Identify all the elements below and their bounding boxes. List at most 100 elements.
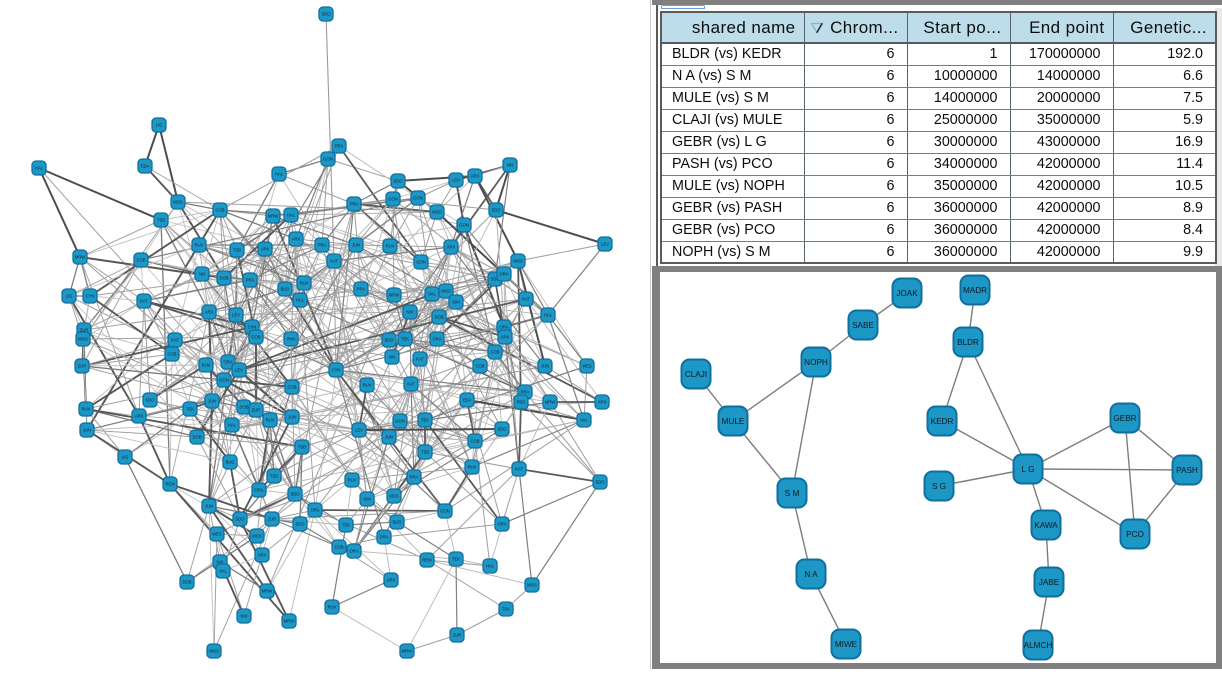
svg-text:NN: NN bbox=[199, 272, 205, 277]
svg-text:LEV: LEV bbox=[235, 368, 243, 373]
svg-text:MOS: MOS bbox=[209, 649, 219, 654]
svg-text:MOS: MOS bbox=[389, 494, 399, 499]
svg-text:SIM: SIM bbox=[452, 300, 460, 305]
svg-text:HAL: HAL bbox=[275, 172, 284, 177]
svg-text:JUN: JUN bbox=[541, 364, 549, 369]
svg-text:PCO: PCO bbox=[1126, 530, 1144, 539]
svg-text:NIX: NIX bbox=[241, 614, 248, 619]
svg-text:ZUR: ZUR bbox=[453, 633, 462, 638]
svg-text:SDO: SDO bbox=[497, 427, 507, 432]
svg-text:PASH: PASH bbox=[1176, 466, 1198, 475]
svg-text:KAWA: KAWA bbox=[1034, 521, 1058, 530]
svg-text:N A: N A bbox=[804, 570, 818, 579]
svg-text:WES: WES bbox=[582, 364, 592, 369]
svg-text:MOS: MOS bbox=[173, 200, 183, 205]
svg-text:COB: COB bbox=[334, 545, 343, 550]
svg-text:JOAK: JOAK bbox=[896, 289, 918, 298]
svg-text:VAL: VAL bbox=[428, 292, 436, 297]
svg-text:SDO: SDO bbox=[595, 480, 605, 485]
svg-text:VAL: VAL bbox=[580, 418, 588, 423]
svg-text:COB: COB bbox=[475, 364, 484, 369]
svg-text:MRW: MRW bbox=[268, 214, 278, 219]
svg-text:ARX: ARX bbox=[261, 247, 270, 252]
svg-text:KAT: KAT bbox=[416, 357, 424, 362]
svg-text:KAT: KAT bbox=[330, 259, 338, 264]
svg-text:DOB: DOB bbox=[434, 315, 443, 320]
svg-text:PRA: PRA bbox=[335, 144, 344, 149]
svg-text:JUN: JUN bbox=[205, 504, 213, 509]
svg-text:LEV: LEV bbox=[355, 428, 363, 433]
svg-text:MADR: MADR bbox=[963, 286, 987, 295]
svg-text:RUV: RUV bbox=[363, 383, 372, 388]
svg-text:MRW: MRW bbox=[402, 649, 412, 654]
svg-text:COB: COB bbox=[490, 350, 499, 355]
svg-text:ZUR: ZUR bbox=[80, 328, 89, 333]
svg-text:LEV: LEV bbox=[601, 242, 609, 247]
svg-text:COB: COB bbox=[470, 439, 479, 444]
svg-text:GON: GON bbox=[416, 260, 426, 265]
svg-text:MOS: MOS bbox=[432, 210, 442, 215]
svg-text:MOS: MOS bbox=[252, 534, 262, 539]
svg-text:BUD: BUD bbox=[385, 338, 394, 343]
svg-text:RUV: RUV bbox=[82, 407, 91, 412]
svg-text:PRA: PRA bbox=[350, 202, 359, 207]
svg-text:SDO: SDO bbox=[235, 517, 245, 522]
svg-text:MIWE: MIWE bbox=[835, 640, 858, 649]
svg-text:LIG: LIG bbox=[66, 294, 73, 299]
svg-text:JABE: JABE bbox=[1039, 578, 1060, 587]
svg-text:TEK: TEK bbox=[502, 607, 510, 612]
svg-text:TEK: TEK bbox=[401, 337, 409, 342]
svg-text:PBG: PBG bbox=[517, 400, 526, 405]
svg-text:HAL: HAL bbox=[296, 298, 305, 303]
svg-text:EDA: EDA bbox=[141, 164, 150, 169]
svg-text:KAT: KAT bbox=[522, 297, 530, 302]
svg-text:GON: GON bbox=[219, 378, 229, 383]
svg-text:KLM: KLM bbox=[202, 363, 211, 368]
svg-text:MOS: MOS bbox=[527, 583, 537, 588]
svg-text:SDO: SDO bbox=[145, 398, 155, 403]
svg-text:WES: WES bbox=[212, 532, 222, 537]
svg-text:ALMCH: ALMCH bbox=[1024, 641, 1053, 650]
svg-text:PRA: PRA bbox=[410, 475, 419, 480]
svg-text:ZUR: ZUR bbox=[252, 408, 261, 413]
svg-text:MRW: MRW bbox=[284, 619, 294, 624]
svg-text:LIG: LIG bbox=[122, 455, 129, 460]
svg-text:COB: COB bbox=[167, 352, 176, 357]
svg-text:CYN: CYN bbox=[86, 294, 95, 299]
svg-text:MOS: MOS bbox=[513, 259, 523, 264]
svg-text:SDO: SDO bbox=[491, 208, 501, 213]
svg-text:TSB: TSB bbox=[421, 450, 429, 455]
svg-text:ORA: ORA bbox=[499, 325, 508, 330]
svg-text:RUV: RUV bbox=[300, 281, 309, 286]
svg-text:RUV: RUV bbox=[348, 478, 357, 483]
svg-text:BUD: BUD bbox=[393, 520, 402, 525]
svg-text:COB: COB bbox=[287, 385, 296, 390]
svg-text:ZUR: ZUR bbox=[268, 517, 277, 522]
svg-text:ORA: ORA bbox=[223, 360, 232, 365]
svg-text:COB: COB bbox=[251, 335, 260, 340]
svg-text:BLDR: BLDR bbox=[957, 338, 979, 347]
svg-text:PHN: PHN bbox=[287, 337, 296, 342]
svg-text:CYN: CYN bbox=[332, 368, 341, 373]
svg-text:ORA: ORA bbox=[432, 337, 441, 342]
svg-text:KEDR: KEDR bbox=[931, 417, 954, 426]
svg-text:JUN: JUN bbox=[352, 243, 360, 248]
svg-text:SDO: SDO bbox=[490, 277, 500, 282]
svg-text:COB: COB bbox=[136, 258, 145, 263]
svg-text:BUD: BUD bbox=[281, 287, 290, 292]
svg-text:HAL: HAL bbox=[486, 564, 495, 569]
svg-text:DOB: DOB bbox=[219, 276, 228, 281]
svg-text:ZUR: ZUR bbox=[78, 364, 87, 369]
svg-text:S G: S G bbox=[932, 482, 946, 491]
svg-text:ARX: ARX bbox=[258, 553, 267, 558]
svg-text:PRA: PRA bbox=[380, 535, 389, 540]
svg-text:SABE: SABE bbox=[852, 321, 874, 330]
svg-text:ARX: ARX bbox=[471, 174, 480, 179]
svg-text:MRW: MRW bbox=[545, 400, 555, 405]
svg-text:HAL: HAL bbox=[544, 313, 553, 318]
svg-text:ARX: ARX bbox=[598, 400, 607, 405]
svg-text:REM: REM bbox=[422, 558, 432, 563]
svg-text:MRW: MRW bbox=[262, 589, 272, 594]
svg-text:RUV: RUV bbox=[468, 465, 477, 470]
svg-text:RUV: RUV bbox=[266, 418, 275, 423]
